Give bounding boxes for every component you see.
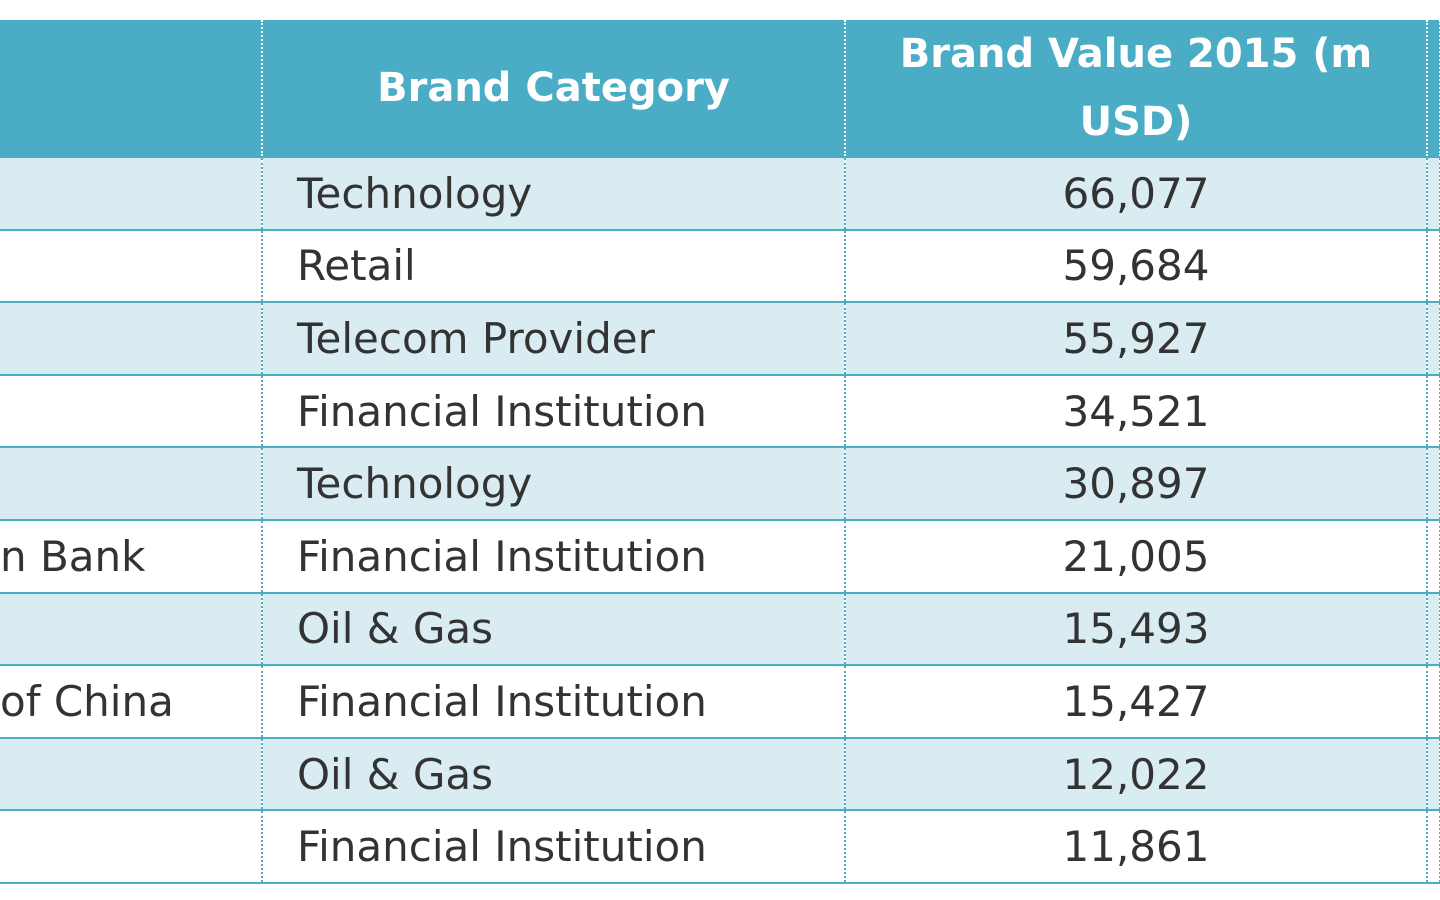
brand-category-cell: Telecom Provider xyxy=(261,301,846,375)
brand-name-cell: n Bank xyxy=(0,518,263,593)
extra-cell xyxy=(1426,373,1440,448)
table-row: Telecom Provider 55,927 xyxy=(0,301,1440,375)
brand-category-cell: Technology xyxy=(261,446,846,520)
table-row: Technology 66,077 xyxy=(0,156,1440,230)
table-row: of China Financial Institution 15,427 xyxy=(0,664,1440,738)
brand-name-cell xyxy=(0,591,263,666)
brand-category-cell: Technology xyxy=(261,156,846,230)
header-brand-value-2015: Brand Value 2015 (m USD) xyxy=(844,20,1428,157)
brand-value-cell: 15,427 xyxy=(844,664,1428,738)
brand-category-cell: Oil & Gas xyxy=(261,591,846,666)
table-row: Financial Institution 34,521 xyxy=(0,373,1440,448)
extra-cell xyxy=(1426,736,1440,811)
brand-category-cell: Financial Institution xyxy=(261,373,846,448)
extra-cell xyxy=(1426,228,1440,303)
extra-cell xyxy=(1426,446,1440,520)
brand-value-cell: 34,521 xyxy=(844,373,1428,448)
brand-category-cell: Financial Institution xyxy=(261,809,846,884)
brand-value-cell: 15,493 xyxy=(844,591,1428,666)
brand-category-cell: Financial Institution xyxy=(261,664,846,738)
brand-value-cell: 12,022 xyxy=(844,736,1428,811)
extra-cell xyxy=(1426,518,1440,593)
table-row: n Bank Financial Institution 21,005 xyxy=(0,518,1440,593)
extra-cell xyxy=(1426,301,1440,375)
table-row: Financial Institution 11,861 xyxy=(0,809,1440,884)
brand-value-cell: 21,005 xyxy=(844,518,1428,593)
brand-category-cell: Retail xyxy=(261,228,846,303)
brand-value-table: Brand Category Brand Value 2015 (m USD) … xyxy=(0,20,1440,884)
table-row: Technology 30,897 xyxy=(0,446,1440,520)
extra-cell xyxy=(1426,664,1440,738)
extra-cell xyxy=(1426,591,1440,666)
brand-value-cell: 30,897 xyxy=(844,446,1428,520)
brand-value-cell: 11,861 xyxy=(844,809,1428,884)
brand-name-cell xyxy=(0,809,263,884)
table-header-row: Brand Category Brand Value 2015 (m USD) xyxy=(0,20,1440,157)
brand-name-cell xyxy=(0,736,263,811)
brand-name-cell: of China xyxy=(0,664,263,738)
table-row: Retail 59,684 xyxy=(0,228,1440,303)
brand-name-cell xyxy=(0,446,263,520)
brand-name-cell xyxy=(0,301,263,375)
brand-value-cell: 59,684 xyxy=(844,228,1428,303)
table-row: Oil & Gas 15,493 xyxy=(0,591,1440,666)
brand-value-cell: 66,077 xyxy=(844,156,1428,230)
brand-value-table-container: Brand Category Brand Value 2015 (m USD) … xyxy=(0,20,1440,886)
table-row: Oil & Gas 12,022 xyxy=(0,736,1440,811)
brand-name-cell xyxy=(0,228,263,303)
extra-cell xyxy=(1426,156,1440,230)
brand-category-cell: Oil & Gas xyxy=(261,736,846,811)
brand-category-cell: Financial Institution xyxy=(261,518,846,593)
header-brand-category: Brand Category xyxy=(261,20,846,157)
brand-name-cell xyxy=(0,373,263,448)
brand-name-cell xyxy=(0,156,263,230)
header-brand-name xyxy=(0,20,263,157)
brand-value-cell: 55,927 xyxy=(844,301,1428,375)
header-extra xyxy=(1426,20,1440,157)
extra-cell xyxy=(1426,809,1440,884)
